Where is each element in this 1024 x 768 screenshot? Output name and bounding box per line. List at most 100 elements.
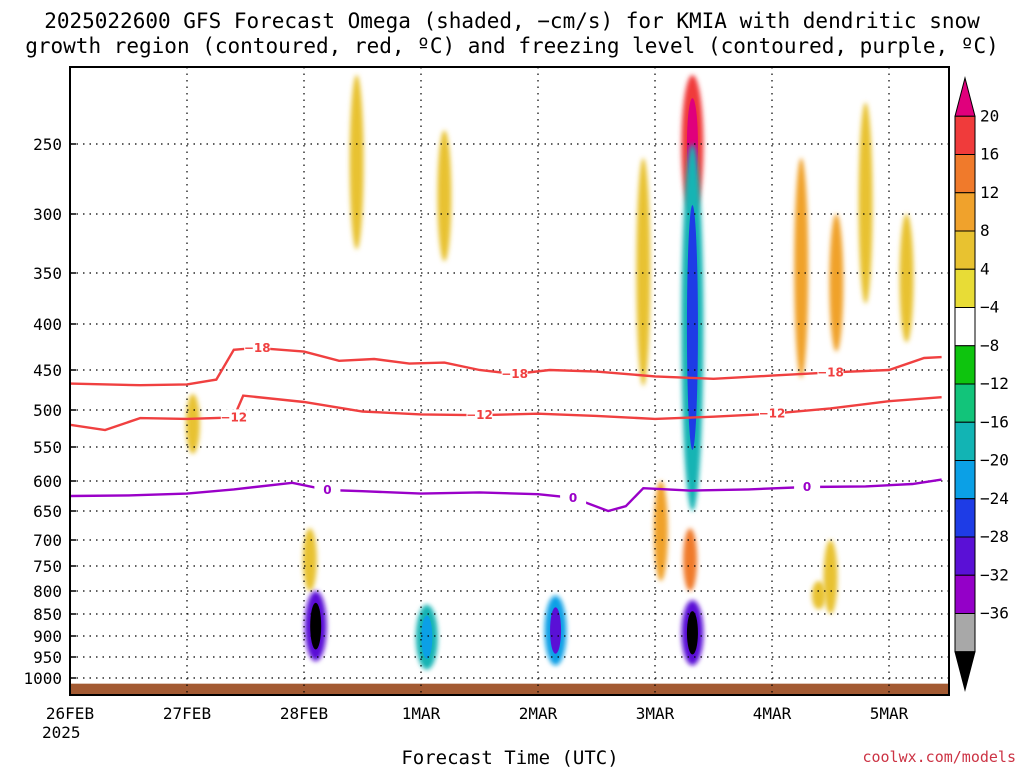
omega-cell <box>683 528 698 591</box>
omega-cell <box>829 213 844 352</box>
contour-label: −18 <box>501 367 528 381</box>
contour-label-bg <box>466 407 493 423</box>
colorbar-swatch <box>954 460 976 500</box>
y-tick-label: 850 <box>33 605 62 624</box>
colorbar-top-arrow <box>954 76 976 117</box>
x-tick-label: 2MAR <box>519 704 558 723</box>
omega-cell <box>794 158 809 378</box>
colorbar-swatch <box>954 421 976 461</box>
omega-cell-core <box>550 607 562 654</box>
x-tick-label: 4MAR <box>753 704 792 723</box>
plot-area: −18 −18 −18 −12 −12 −12 0 0 0 <box>69 66 950 696</box>
omega-cell <box>449 324 464 440</box>
contour-label: 0 <box>803 480 811 494</box>
colorbar-swatch <box>954 154 976 194</box>
y-tick-label: 600 <box>33 472 62 491</box>
colorbar-label: −4 <box>980 298 999 317</box>
colorbar-label: 4 <box>980 259 990 278</box>
omega-shading <box>70 75 949 695</box>
colorbar-swatch <box>954 574 976 614</box>
omega-cell <box>867 424 882 468</box>
contour-label-bg <box>314 482 341 497</box>
colorbar-swatch <box>954 536 976 576</box>
y-tick-label: 900 <box>33 627 62 646</box>
y-tick-label: 750 <box>33 557 62 576</box>
omega-cell-core <box>686 611 698 655</box>
y-tick-label: 300 <box>33 205 62 224</box>
colorbar-bottom-arrow <box>954 651 976 692</box>
colorbar-label: −12 <box>980 374 1009 393</box>
omega-cell <box>139 75 154 186</box>
contour-line <box>70 346 942 387</box>
x-tick-label: 26FEB <box>46 704 94 723</box>
dotted-grid <box>70 67 949 695</box>
colorbar-label: 12 <box>980 183 999 202</box>
omega-cell-core <box>686 205 698 450</box>
omega-cell <box>349 75 364 250</box>
y-tick-label: 550 <box>33 438 62 457</box>
contour-label: −12 <box>759 407 786 421</box>
y-tick-label: 500 <box>33 401 62 420</box>
colorbar: 20 16 12 8 4 −4 −8 −12 −16 −20 −24 −28 −32 −36 <box>954 76 1009 692</box>
omega-cell <box>589 102 604 361</box>
y-tick-label: 250 <box>33 135 62 154</box>
x-tick-label: 27FEB <box>163 704 211 723</box>
colorbar-swatch <box>954 613 976 653</box>
y-tick-label: 450 <box>33 361 62 380</box>
colorbar-swatch <box>954 345 976 385</box>
omega-cell <box>811 581 826 610</box>
omega-cell <box>302 528 317 591</box>
contour-label: 0 <box>323 483 331 497</box>
contour-label: −18 <box>244 341 271 355</box>
omega-cell <box>437 130 452 262</box>
colorbar-label: −16 <box>980 412 1009 431</box>
x-tick-label: 28FEB <box>280 704 328 723</box>
contour-label: −18 <box>817 365 844 379</box>
y-tick-label: 700 <box>33 531 62 550</box>
chart-title-line-1: 2025022600 GFS Forecast Omega (shaded, −… <box>44 9 980 33</box>
contour-label-bg <box>560 489 587 505</box>
colorbar-swatch <box>954 268 976 308</box>
contour-label: 0 <box>569 491 577 505</box>
colorbar-label: −20 <box>980 451 1009 470</box>
omega-cell <box>653 481 668 581</box>
colorbar-label: −24 <box>980 489 1009 508</box>
credit-text: coolwx.com/models <box>862 748 1016 766</box>
y-tick-label: 950 <box>33 648 62 667</box>
colorbar-label: 20 <box>980 106 999 125</box>
contour-label-bg <box>794 479 821 494</box>
x-axis-label: Forecast Time (UTC) <box>401 747 618 768</box>
x-tick-label: 1MAR <box>402 704 441 723</box>
contour-label-bg <box>244 339 271 355</box>
colorbar-swatch <box>954 192 976 232</box>
y-tick-label: 1000 <box>23 669 62 688</box>
colorbar-swatch <box>954 307 976 347</box>
colorbar-label: −32 <box>980 565 1009 584</box>
colorbar-label: −8 <box>980 336 999 355</box>
omega-cell <box>858 102 873 304</box>
contour-label: −12 <box>220 410 247 424</box>
y-tick-label: 800 <box>33 582 62 601</box>
x-axis-year: 2025 <box>42 723 81 742</box>
colorbar-swatch <box>954 115 976 155</box>
chart-title-line-2: growth region (contoured, red, ºC) and f… <box>25 34 999 58</box>
colorbar-label: −36 <box>980 604 1009 623</box>
colorbar-label: 8 <box>980 221 990 240</box>
colorbar-swatch <box>954 230 976 270</box>
pressure-axis: 250 300 350 400 450 500 550 600 650 700 750 800 850 9… <box>23 135 76 688</box>
omega-cell <box>490 88 505 238</box>
temperature-contours: −18 −18 −18 −12 −12 −12 0 0 0 <box>70 339 942 513</box>
omega-cell-core <box>421 615 433 659</box>
colorbar-label: −28 <box>980 527 1009 546</box>
omega-cell <box>636 158 651 386</box>
y-tick-label: 400 <box>33 315 62 334</box>
omega-cell <box>823 540 838 614</box>
y-tick-label: 350 <box>33 264 62 283</box>
contour-label-bg <box>759 405 785 421</box>
omega-cell <box>899 214 914 343</box>
colorbar-swatch <box>954 383 976 423</box>
contour-label-bg <box>220 409 247 425</box>
contour-label: −12 <box>466 408 493 422</box>
y-tick-label: 650 <box>33 502 62 521</box>
